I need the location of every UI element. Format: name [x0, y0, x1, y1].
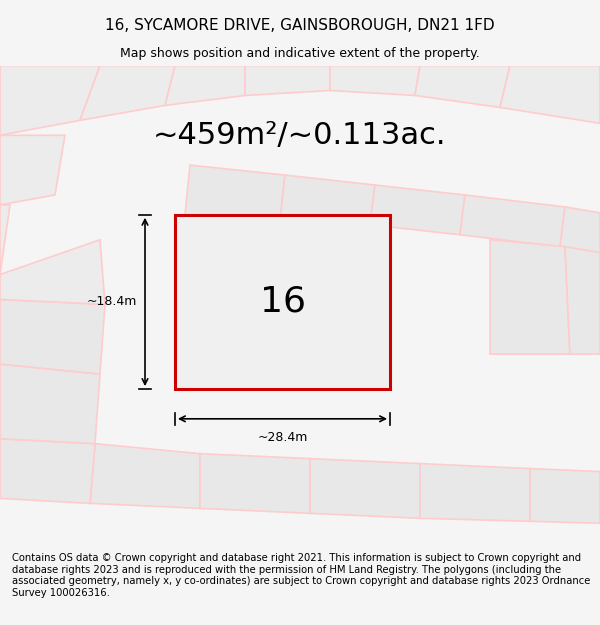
Polygon shape [280, 175, 375, 225]
Polygon shape [420, 464, 530, 521]
Polygon shape [80, 66, 175, 121]
Polygon shape [200, 454, 310, 513]
Polygon shape [500, 66, 600, 123]
Text: Map shows position and indicative extent of the property.: Map shows position and indicative extent… [120, 48, 480, 60]
Text: ~459m²/~0.113ac.: ~459m²/~0.113ac. [153, 121, 447, 150]
Polygon shape [0, 439, 95, 503]
Text: 16: 16 [260, 285, 305, 319]
Polygon shape [175, 215, 390, 389]
Polygon shape [490, 240, 570, 354]
Polygon shape [310, 459, 420, 518]
Polygon shape [0, 299, 105, 374]
Polygon shape [415, 66, 510, 108]
Text: Contains OS data © Crown copyright and database right 2021. This information is : Contains OS data © Crown copyright and d… [12, 553, 590, 598]
Polygon shape [560, 207, 600, 252]
Text: ~18.4m: ~18.4m [86, 296, 137, 308]
Polygon shape [0, 66, 100, 135]
Polygon shape [460, 195, 565, 247]
Polygon shape [530, 469, 600, 523]
Polygon shape [0, 364, 100, 444]
Polygon shape [90, 444, 200, 508]
Polygon shape [165, 66, 245, 106]
Polygon shape [0, 135, 65, 205]
Polygon shape [0, 205, 10, 274]
Polygon shape [565, 247, 600, 354]
Polygon shape [370, 185, 465, 235]
Text: 16, SYCAMORE DRIVE, GAINSBOROUGH, DN21 1FD: 16, SYCAMORE DRIVE, GAINSBOROUGH, DN21 1… [105, 18, 495, 33]
Text: ~28.4m: ~28.4m [257, 431, 308, 444]
Polygon shape [330, 66, 420, 96]
Polygon shape [245, 66, 330, 96]
Polygon shape [185, 165, 285, 220]
Polygon shape [0, 240, 105, 304]
